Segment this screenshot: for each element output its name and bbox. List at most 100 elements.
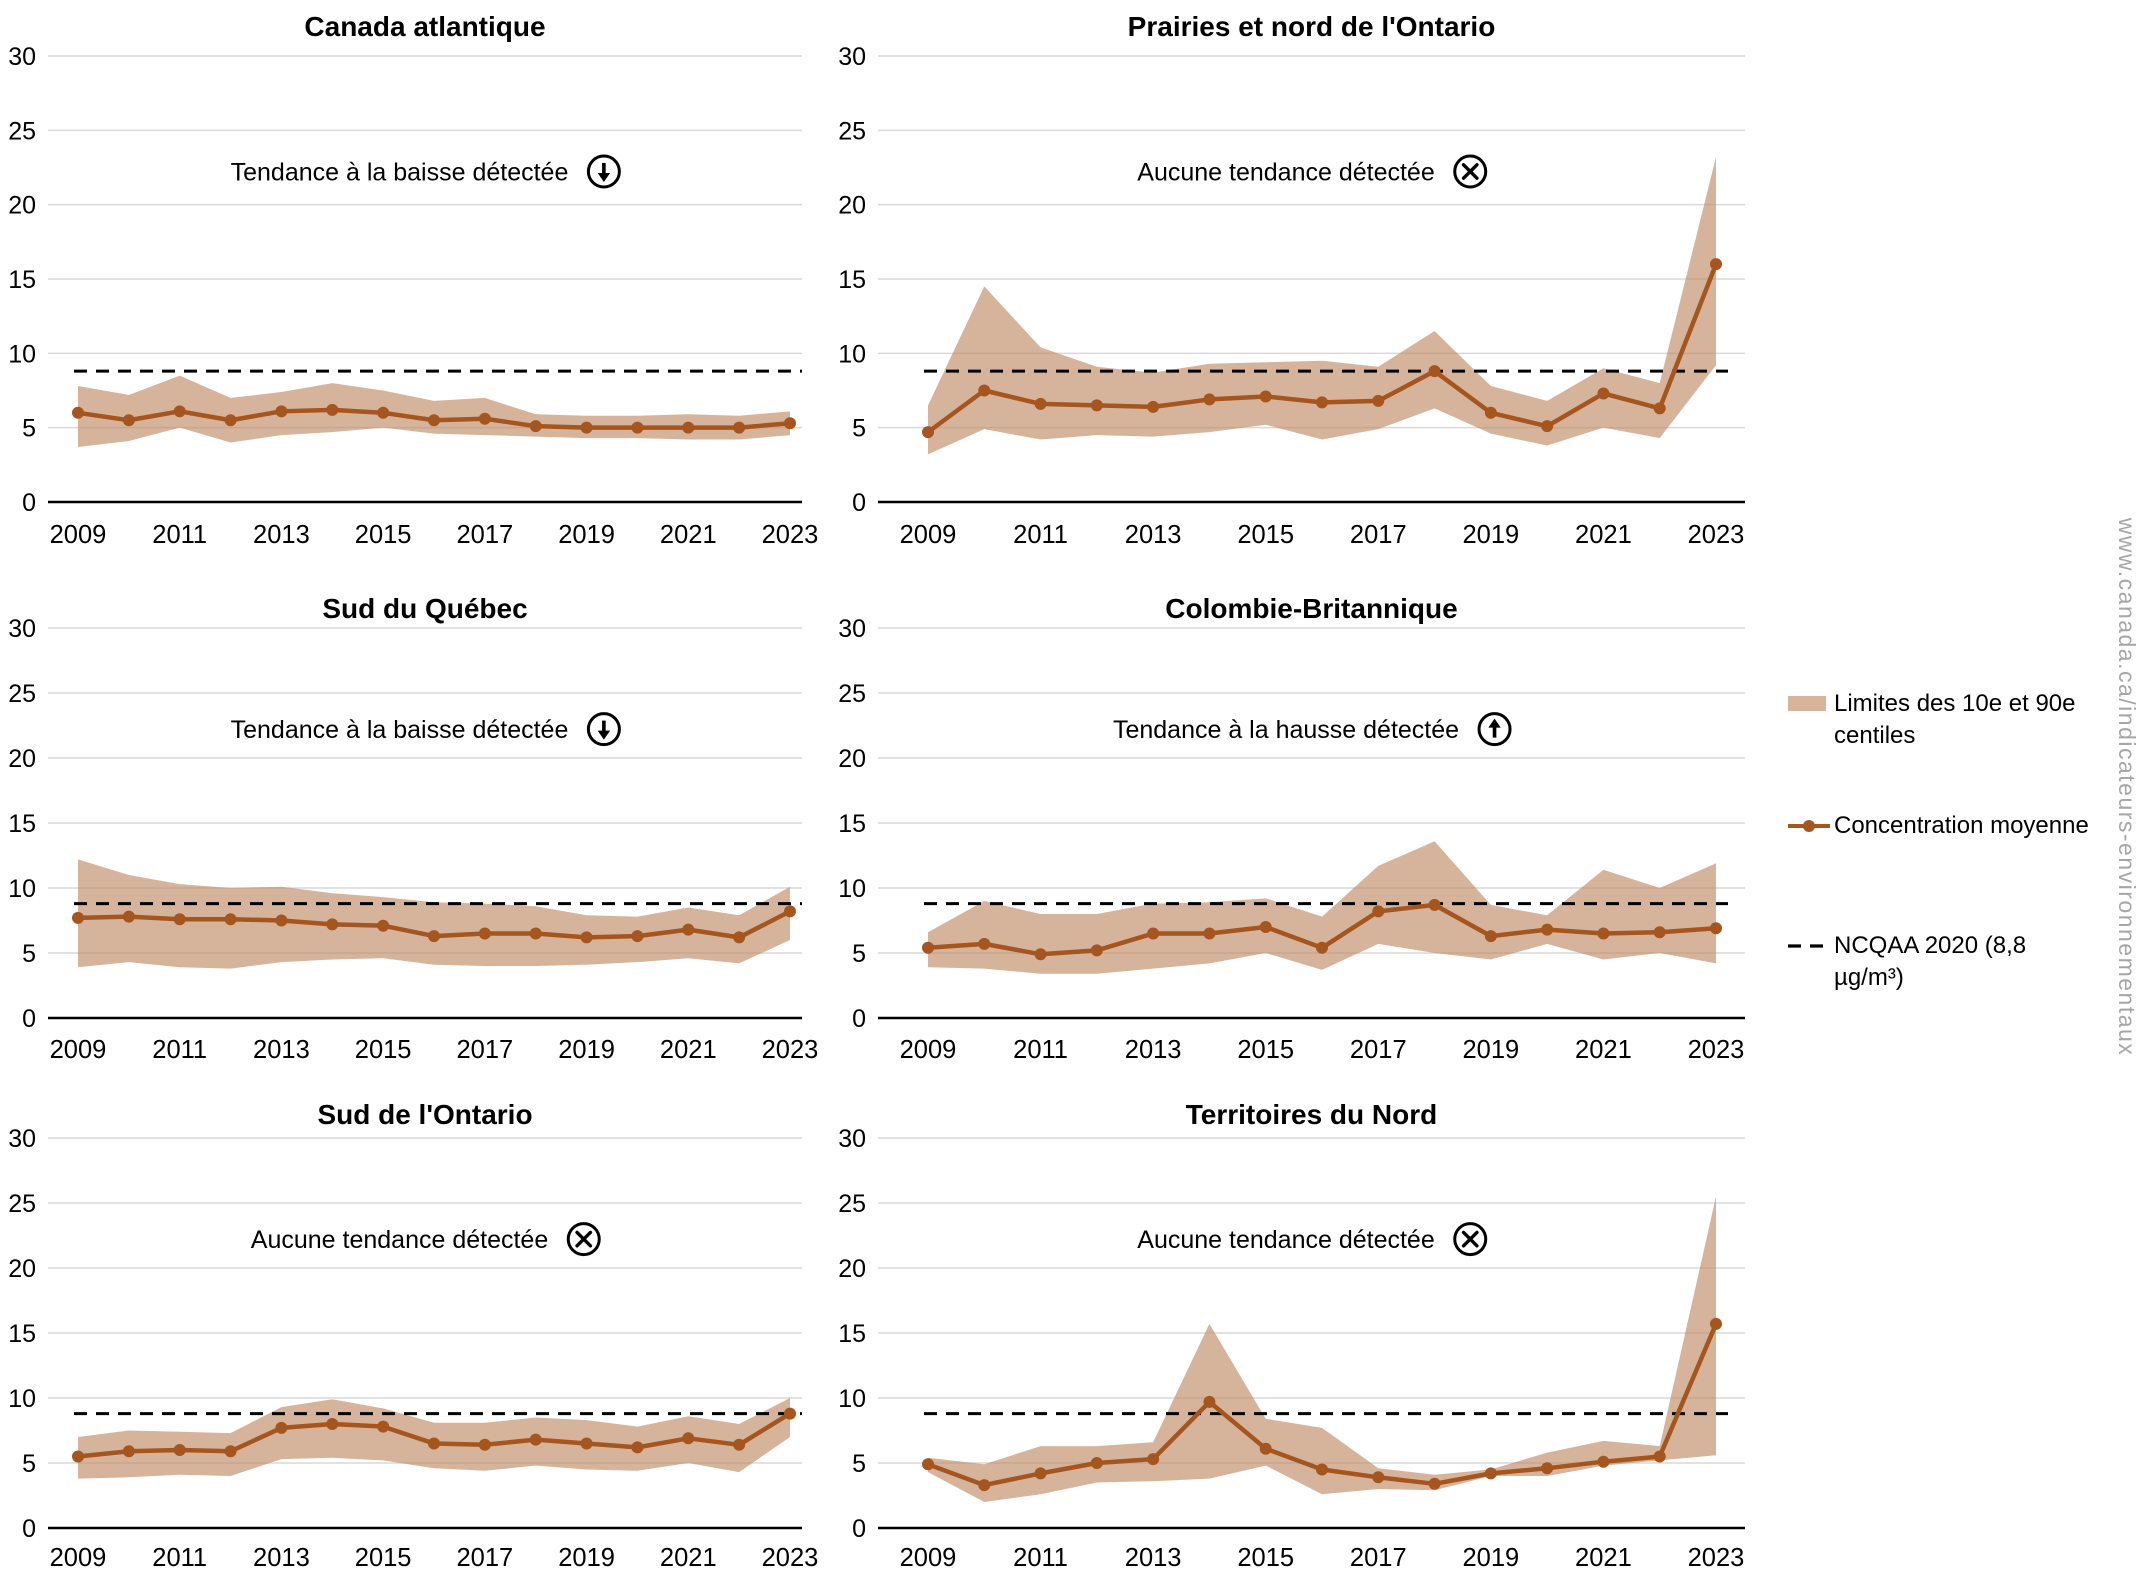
y-tick-label: 0 — [22, 1515, 36, 1543]
mean-point — [580, 421, 593, 434]
arrow-down-circle-icon — [586, 712, 621, 747]
x-tick-label: 2015 — [355, 1036, 412, 1064]
chart-svg: 0 5 10 15 20 25 30 2009 2011 2013 2015 2017 2019 2021… — [8, 593, 818, 1064]
chart-svg: 0 5 10 15 20 25 30 2009 2011 2013 2015 2017 2019 2021… — [8, 1099, 818, 1572]
x-tick-label: 2011 — [1013, 521, 1068, 549]
arrow-up-circle-icon — [1477, 712, 1512, 747]
chart-title: Sud du Québec — [322, 593, 527, 624]
x-tick-label: 2023 — [1688, 521, 1745, 549]
x-tick-label: 2021 — [660, 1544, 717, 1572]
mean-point — [1653, 926, 1666, 939]
mean-point — [1316, 1463, 1328, 1476]
mean-point — [733, 931, 746, 944]
y-tick-label: 10 — [838, 340, 866, 368]
mean-point — [784, 905, 796, 918]
legend-item-percentile-band: Limites des 10e et 90e centiles — [1788, 688, 2098, 752]
x-tick-label: 2015 — [355, 521, 412, 549]
chart-svg: 0 5 10 15 20 25 30 2009 2011 2013 2015 2017 2019 2021… — [8, 11, 819, 549]
mean-point — [631, 1441, 644, 1454]
x-tick-label: 2019 — [558, 521, 615, 549]
y-tick-label: 15 — [8, 266, 36, 294]
mean-point — [1316, 941, 1328, 954]
percentile-band — [78, 859, 790, 969]
chart-panel-5: 0 5 10 15 20 25 30 2009 2011 2013 2015 2017 2019 2021… — [0, 1085, 820, 1574]
mean-point — [1372, 1471, 1385, 1484]
percentile-band-swatch-icon — [1788, 688, 1834, 716]
y-tick-label: 0 — [22, 489, 36, 517]
mean-point — [428, 1437, 440, 1450]
chart-title: Territoires du Nord — [1186, 1099, 1438, 1130]
x-tick-label: 2013 — [253, 1544, 310, 1572]
x-tick-label: 2017 — [1350, 521, 1407, 549]
y-tick-label: 10 — [838, 1385, 866, 1413]
mean-point — [1484, 406, 1497, 419]
y-tick-label: 0 — [852, 489, 866, 517]
mean-point — [224, 414, 237, 427]
legend-label-percentile-band: Limites des 10e et 90e centiles — [1834, 690, 2076, 749]
y-tick-label: 20 — [838, 745, 866, 773]
mean-point — [1484, 930, 1497, 943]
mean-point — [922, 426, 934, 439]
x-tick-label: 2011 — [1013, 1036, 1068, 1064]
y-tick-label: 5 — [22, 940, 36, 968]
y-tick-label: 25 — [8, 680, 36, 708]
x-tick-label: 2015 — [355, 1544, 412, 1572]
x-tick-label: 2017 — [456, 521, 513, 549]
trend-annotation-label: Aucune tendance détectée — [251, 1226, 548, 1254]
mean-point — [1597, 927, 1610, 940]
chart-title: Sud de l'Ontario — [317, 1099, 532, 1130]
mean-point — [1428, 1477, 1441, 1490]
mean-point — [1372, 394, 1385, 407]
x-tick-label: 2011 — [152, 1036, 207, 1064]
legend-label-mean: Concentration moyenne — [1834, 812, 2089, 839]
mean-point — [173, 913, 186, 926]
chart-panel-2: 0 5 10 15 20 25 30 2009 2011 2013 2015 2017 2019 2021… — [820, 0, 1750, 570]
x-tick-label: 2011 — [1013, 1544, 1068, 1572]
mean-point — [1710, 922, 1722, 935]
mean-point — [978, 384, 991, 397]
mean-point — [529, 420, 542, 433]
x-tick-label: 2013 — [253, 1036, 310, 1064]
x-tick-label: 2023 — [1688, 1036, 1745, 1064]
y-tick-label: 30 — [838, 1125, 866, 1153]
mean-point — [682, 923, 695, 936]
x-tick-label: 2023 — [1688, 1544, 1745, 1572]
trend-annotation-label: Tendance à la hausse détectée — [1113, 716, 1459, 744]
y-tick-label: 0 — [852, 1515, 866, 1543]
mean-point — [1428, 898, 1441, 911]
mean-point — [1541, 923, 1554, 936]
mean-point — [1710, 1317, 1722, 1330]
x-tick-label: 2009 — [50, 1544, 107, 1572]
chart-panel-4: 0 5 10 15 20 25 30 2009 2011 2013 2015 2017 2019 2021… — [820, 575, 1750, 1085]
y-tick-label: 25 — [838, 117, 866, 145]
x-tick-label: 2015 — [1237, 1544, 1294, 1572]
trend-annotation-label: Aucune tendance détectée — [1137, 1226, 1434, 1254]
x-tick-label: 2013 — [253, 521, 310, 549]
x-tick-label: 2023 — [762, 521, 819, 549]
y-tick-label: 10 — [8, 340, 36, 368]
y-tick-label: 20 — [838, 1255, 866, 1283]
x-tick-label: 2009 — [900, 1036, 957, 1064]
mean-point — [1090, 1457, 1103, 1469]
mean-point — [377, 919, 390, 932]
dashed-line-icon — [1788, 930, 1834, 967]
mean-point — [122, 1445, 135, 1458]
mean-point — [122, 910, 135, 923]
mean-point — [275, 405, 288, 418]
mean-point — [224, 1445, 237, 1458]
x-circle-icon — [566, 1222, 601, 1257]
mean-point — [173, 1444, 186, 1456]
mean-point — [1372, 905, 1385, 918]
x-tick-label: 2017 — [1350, 1036, 1407, 1064]
mean-point — [72, 406, 84, 419]
mean-point — [1090, 399, 1103, 412]
y-tick-label: 25 — [8, 117, 36, 145]
mean-point — [784, 1407, 796, 1420]
mean-point — [922, 941, 934, 954]
trend-annotation-label: Aucune tendance détectée — [1137, 158, 1434, 186]
x-tick-label: 2013 — [1125, 1544, 1182, 1572]
watermark-url: www.canada.ca/indicateurs-environnementa… — [2114, 517, 2140, 1057]
mean-point — [1428, 365, 1441, 378]
x-tick-label: 2011 — [152, 521, 207, 549]
